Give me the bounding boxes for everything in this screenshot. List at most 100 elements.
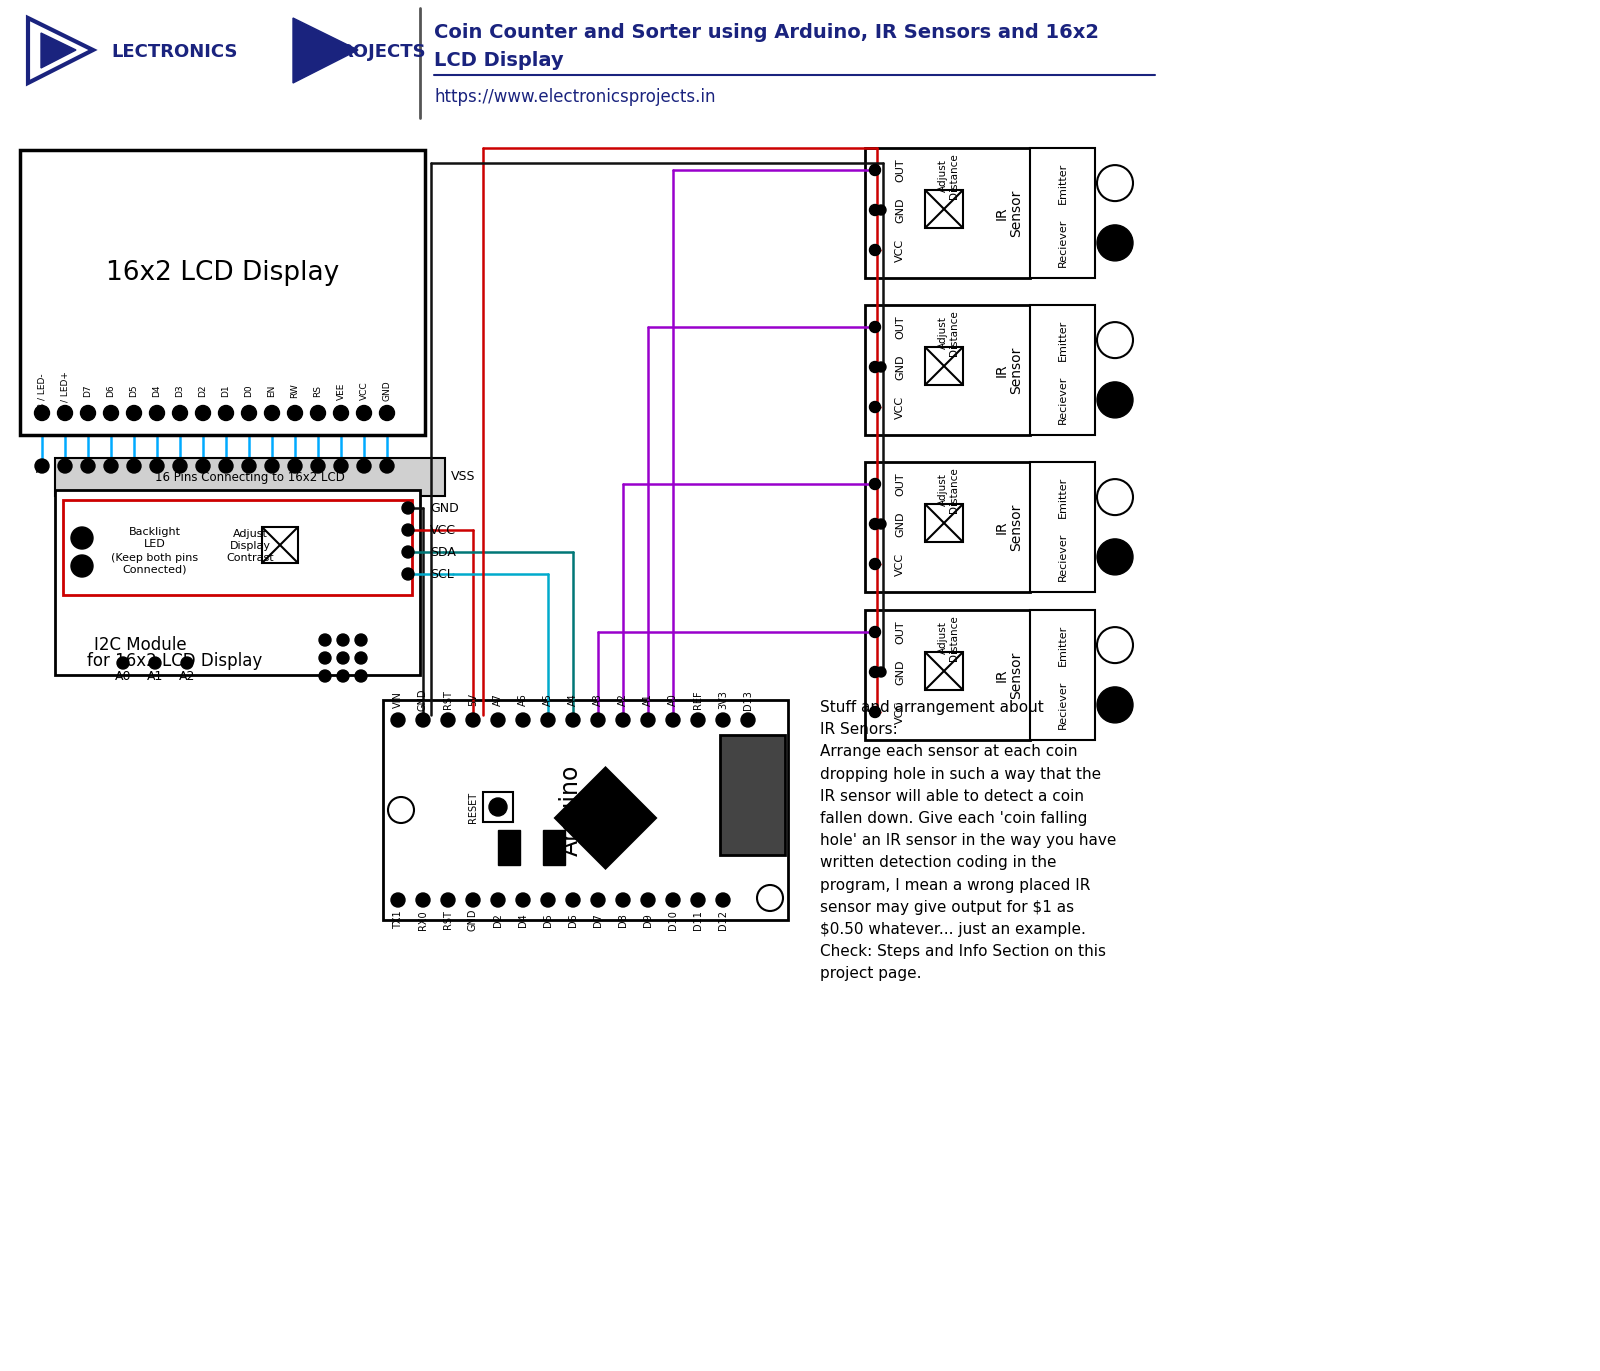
Circle shape [310, 406, 325, 421]
Text: D6: D6 [568, 913, 578, 927]
Text: GND: GND [382, 381, 392, 402]
Circle shape [338, 653, 349, 664]
Circle shape [877, 206, 886, 215]
Circle shape [70, 555, 93, 577]
Circle shape [173, 406, 187, 421]
Text: SCL: SCL [430, 568, 454, 580]
Text: Sensor: Sensor [1010, 503, 1022, 551]
Text: Display: Display [229, 542, 270, 551]
Text: D7: D7 [83, 385, 93, 398]
Text: OUT: OUT [894, 315, 906, 339]
Circle shape [126, 459, 141, 473]
Text: Distance: Distance [949, 468, 958, 513]
Bar [866, 304, 1030, 435]
Bar [866, 462, 1030, 592]
Circle shape [266, 459, 278, 473]
Circle shape [616, 713, 630, 727]
Circle shape [870, 627, 880, 638]
Text: D6: D6 [107, 385, 115, 398]
Circle shape [877, 362, 886, 372]
Circle shape [181, 657, 194, 669]
Circle shape [566, 713, 579, 727]
Polygon shape [42, 33, 77, 69]
Circle shape [541, 713, 555, 727]
Text: Emitter: Emitter [1058, 319, 1067, 361]
Text: Sensor: Sensor [1010, 651, 1022, 699]
Circle shape [402, 502, 414, 514]
Circle shape [1098, 539, 1133, 574]
Circle shape [1098, 165, 1133, 202]
Text: Adjust: Adjust [232, 529, 267, 539]
Text: VCC: VCC [430, 524, 456, 536]
Text: K: K [35, 463, 43, 476]
Text: Backlight: Backlight [130, 526, 181, 537]
Text: A4: A4 [568, 694, 578, 706]
Circle shape [288, 406, 302, 421]
Text: SDA: SDA [430, 546, 456, 558]
Circle shape [150, 459, 165, 473]
Text: GND: GND [430, 502, 459, 514]
Text: D0: D0 [245, 385, 253, 398]
Text: 3V3: 3V3 [718, 691, 728, 709]
Bar [866, 148, 1030, 278]
Text: (Keep both pins: (Keep both pins [112, 553, 198, 563]
Circle shape [355, 633, 366, 646]
Circle shape [442, 713, 454, 727]
Circle shape [82, 459, 94, 473]
Text: A1: A1 [643, 694, 653, 706]
Bar [866, 610, 1030, 740]
Circle shape [219, 459, 234, 473]
Text: Nano: Nano [595, 787, 613, 834]
Text: A6: A6 [518, 694, 528, 706]
Circle shape [126, 406, 141, 421]
Circle shape [666, 713, 680, 727]
Text: Reciever: Reciever [1058, 681, 1067, 729]
Bar [925, 505, 963, 542]
Text: VCC: VCC [894, 395, 906, 418]
Text: D4: D4 [152, 385, 162, 398]
Text: OUT: OUT [894, 158, 906, 182]
Circle shape [355, 653, 366, 664]
Circle shape [870, 478, 880, 489]
Text: VIN: VIN [394, 691, 403, 709]
Text: Adjust: Adjust [938, 159, 947, 192]
Text: IR: IR [995, 363, 1010, 377]
Bar [1030, 462, 1094, 592]
Circle shape [58, 459, 72, 473]
Text: D2: D2 [493, 913, 502, 927]
Circle shape [491, 713, 506, 727]
Text: VCC: VCC [894, 701, 906, 724]
Text: 16x2 LCD Display: 16x2 LCD Display [106, 259, 339, 285]
Bar [925, 347, 963, 385]
Circle shape [869, 204, 880, 215]
Text: GND: GND [467, 909, 478, 931]
Circle shape [173, 459, 187, 473]
Circle shape [717, 713, 730, 727]
Text: B / LED-: B / LED- [37, 373, 46, 409]
Text: Adjust: Adjust [938, 317, 947, 350]
Circle shape [357, 459, 371, 473]
Circle shape [195, 459, 210, 473]
Circle shape [390, 893, 405, 908]
Circle shape [104, 406, 118, 421]
Bar [1030, 148, 1094, 278]
Text: Emitter: Emitter [1058, 624, 1067, 666]
Text: RST: RST [443, 910, 453, 930]
Circle shape [242, 459, 256, 473]
Circle shape [590, 713, 605, 727]
Text: REF: REF [693, 691, 702, 709]
Text: TX1: TX1 [394, 910, 403, 930]
Text: A0: A0 [115, 670, 131, 684]
Text: GND: GND [894, 659, 906, 684]
Text: LED: LED [144, 539, 166, 548]
Text: RW: RW [291, 384, 299, 399]
Bar [1030, 610, 1094, 740]
Text: Distance: Distance [949, 310, 958, 356]
Circle shape [515, 713, 530, 727]
Polygon shape [29, 18, 93, 84]
Polygon shape [293, 18, 358, 84]
Text: VCC: VCC [894, 239, 906, 262]
Circle shape [869, 666, 880, 677]
Circle shape [869, 244, 880, 255]
Text: OUT: OUT [894, 620, 906, 644]
